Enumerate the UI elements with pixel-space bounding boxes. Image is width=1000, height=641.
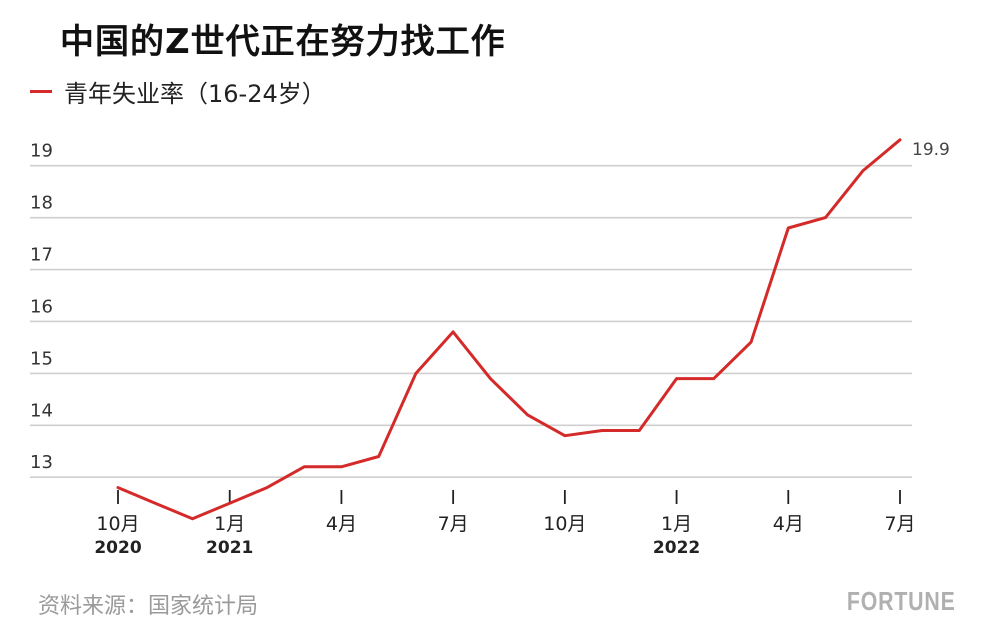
legend-swatch: [30, 89, 52, 93]
y-tick-label: 16: [30, 296, 53, 317]
y-tick-label: 17: [30, 245, 53, 266]
x-tick-label: 10月: [96, 513, 139, 535]
grid-lines: [30, 164, 912, 479]
series-line: 19.9: [116, 138, 950, 521]
end-value-label: 19.9: [912, 140, 950, 160]
x-year-label: 2021: [206, 538, 253, 558]
x-tick-label: 4月: [773, 513, 804, 535]
x-year-label: 2020: [94, 538, 141, 558]
y-tick-label: 15: [30, 348, 53, 369]
x-tick-label: 1月: [661, 513, 692, 535]
x-tick-label: 7月: [438, 513, 469, 535]
x-year-label: 2022: [653, 538, 700, 558]
y-tick-labels: 13 14 15 16 17 18 19: [30, 141, 53, 474]
brand-logo: FORTUNE: [847, 586, 956, 616]
y-tick-label: 19: [30, 141, 53, 162]
legend: 青年失业率（16-24岁）: [30, 76, 326, 108]
y-tick-label: 14: [30, 400, 53, 421]
x-tick-label: 4月: [326, 513, 357, 535]
chart-title: 中国的Z世代正在努力找工作: [60, 22, 506, 62]
x-tick-label: 7月: [884, 513, 915, 535]
legend-label: 青年失业率（16-24岁）: [64, 79, 326, 108]
source-note: 资料来源：国家统计局: [38, 594, 259, 619]
y-tick-label: 13: [30, 452, 53, 473]
x-tick-label: 1月: [214, 513, 245, 535]
series-line-path: [116, 138, 902, 521]
y-tick-label: 18: [30, 193, 53, 214]
x-axis: 10月 2020 1月 2021 4月 7月 10月 1月 2022 4月 7月: [94, 490, 916, 558]
x-tick-label: 10月: [543, 513, 586, 535]
